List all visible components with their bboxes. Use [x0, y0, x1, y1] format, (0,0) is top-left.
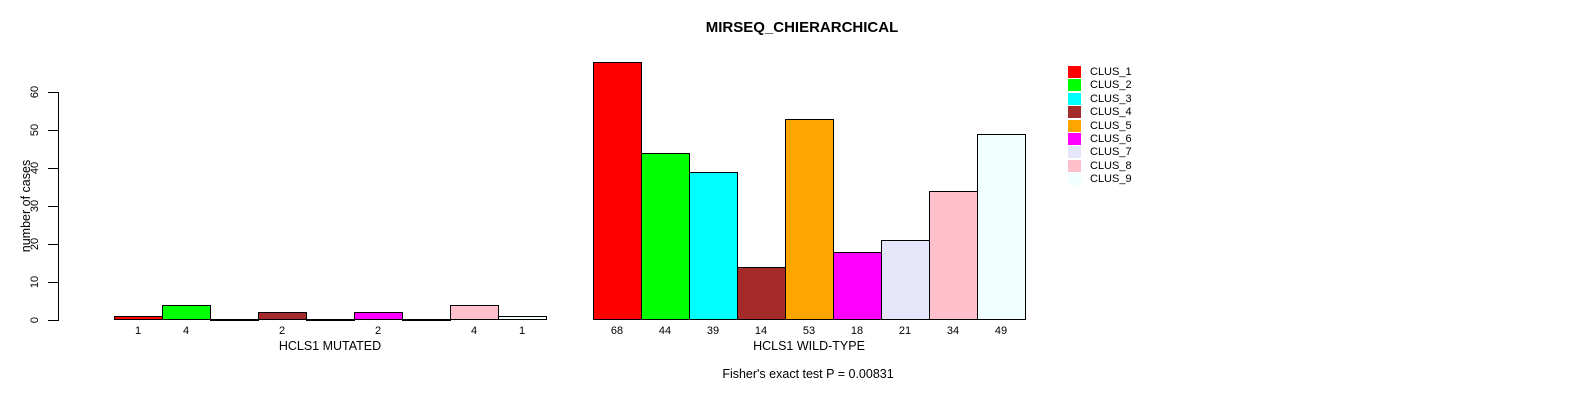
y-tick-mark: [48, 282, 58, 283]
y-tick-label: 60: [29, 85, 41, 99]
bar-CLUS_1-hcls1-mutated: [114, 316, 163, 320]
legend-swatch-icon: [1068, 119, 1081, 132]
y-tick-label: 50: [29, 123, 41, 137]
bar-CLUS_3-hcls1-wild-type: [689, 172, 738, 320]
bar-CLUS_1-hcls1-wild-type: [593, 62, 642, 320]
bar-CLUS_9-hcls1-mutated: [498, 316, 547, 320]
legend-swatch-icon: [1068, 92, 1081, 105]
bar-value-label: 68: [610, 325, 624, 337]
bar-value-label: 21: [898, 325, 912, 337]
legend-swatch-icon: [1068, 145, 1081, 158]
bar-zero-CLUS_7: [402, 319, 451, 321]
legend-label: CLUS_3: [1090, 92, 1132, 105]
legend-item-CLUS_2: CLUS_2: [1068, 78, 1132, 91]
y-tick-label: 40: [29, 161, 41, 175]
y-tick-label: 20: [29, 237, 41, 251]
legend-label: CLUS_6: [1090, 132, 1132, 145]
y-tick-mark: [48, 130, 58, 131]
bar-CLUS_9-hcls1-wild-type: [977, 134, 1026, 320]
y-tick-label: 30: [29, 199, 41, 213]
legend-swatch-icon: [1068, 105, 1081, 118]
y-tick-mark: [48, 244, 58, 245]
bar-value-label: 39: [706, 325, 720, 337]
legend-item-CLUS_9: CLUS_9: [1068, 172, 1132, 185]
legend-swatch-icon: [1068, 132, 1081, 145]
bar-value-label: 2: [278, 325, 286, 337]
y-axis-line: [58, 92, 59, 321]
group-label-mutated: HCLS1 MUTATED: [278, 339, 382, 353]
bar-CLUS_2-hcls1-mutated: [162, 305, 211, 320]
bar-CLUS_8-hcls1-wild-type: [929, 191, 978, 320]
bar-value-label: 53: [802, 325, 816, 337]
y-tick-mark: [48, 206, 58, 207]
bar-CLUS_5-hcls1-wild-type: [785, 119, 834, 320]
bar-value-label: 18: [850, 325, 864, 337]
y-tick-label: 10: [29, 275, 41, 289]
legend-item-CLUS_8: CLUS_8: [1068, 159, 1132, 172]
bar-value-label: 4: [182, 325, 190, 337]
y-tick-mark: [48, 320, 58, 321]
bar-value-label: 1: [518, 325, 526, 337]
bar-value-label: 14: [754, 325, 768, 337]
y-tick-mark: [48, 92, 58, 93]
legend-swatch-icon: [1068, 78, 1081, 91]
legend-item-CLUS_3: CLUS_3: [1068, 92, 1132, 105]
bar-CLUS_2-hcls1-wild-type: [641, 153, 690, 320]
y-tick-mark: [48, 168, 58, 169]
bar-value-label: 2: [374, 325, 382, 337]
bar-value-label: 1: [134, 325, 142, 337]
bar-value-label: 4: [470, 325, 478, 337]
legend-label: CLUS_1: [1090, 65, 1132, 78]
legend-label: CLUS_9: [1090, 172, 1132, 185]
legend-item-CLUS_4: CLUS_4: [1068, 105, 1132, 118]
bar-CLUS_6-hcls1-mutated: [354, 312, 403, 320]
legend-item-CLUS_5: CLUS_5: [1068, 119, 1132, 132]
bar-value-label: 44: [658, 325, 672, 337]
group-label-wild-type: HCLS1 WILD-TYPE: [753, 339, 865, 353]
bar-value-label: 49: [994, 325, 1008, 337]
bar-CLUS_7-hcls1-wild-type: [881, 240, 930, 320]
legend-swatch-icon: [1068, 65, 1081, 78]
legend-swatch-icon: [1068, 172, 1081, 185]
legend-label: CLUS_7: [1090, 145, 1132, 158]
legend-item-CLUS_1: CLUS_1: [1068, 65, 1132, 78]
fisher-test-annotation: Fisher's exact test P = 0.00831: [722, 367, 894, 381]
legend-item-CLUS_6: CLUS_6: [1068, 132, 1132, 145]
legend-label: CLUS_4: [1090, 105, 1132, 118]
chart-title: MIRSEQ_CHIERARCHICAL: [705, 19, 899, 36]
bar-CLUS_6-hcls1-wild-type: [833, 252, 882, 320]
bar-zero-CLUS_5: [306, 319, 355, 321]
legend-item-CLUS_7: CLUS_7: [1068, 145, 1132, 158]
bar-CLUS_8-hcls1-mutated: [450, 305, 499, 320]
bar-zero-CLUS_3: [210, 319, 259, 321]
legend-swatch-icon: [1068, 159, 1081, 172]
legend-label: CLUS_2: [1090, 78, 1132, 91]
bar-CLUS_4-hcls1-wild-type: [737, 267, 786, 320]
legend-label: CLUS_8: [1090, 159, 1132, 172]
legend-label: CLUS_5: [1090, 119, 1132, 132]
y-tick-label: 0: [29, 316, 41, 324]
bar-CLUS_4-hcls1-mutated: [258, 312, 307, 320]
bar-value-label: 34: [946, 325, 960, 337]
